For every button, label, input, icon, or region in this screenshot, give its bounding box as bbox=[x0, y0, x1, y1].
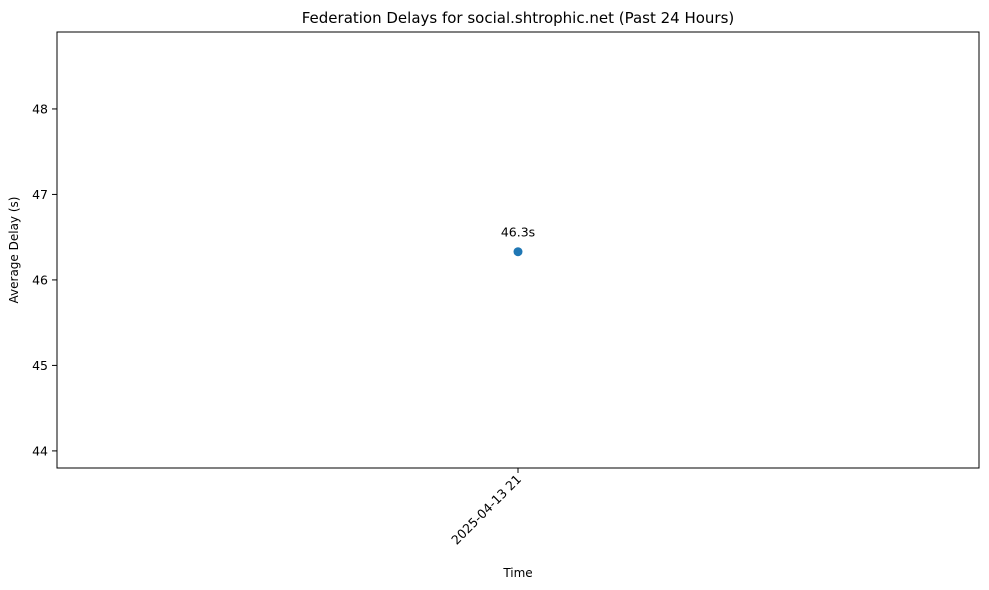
data-points: 46.3s bbox=[501, 225, 535, 257]
y-tick-label: 48 bbox=[32, 101, 48, 116]
x-axis: 2025-04-13 21 bbox=[448, 468, 524, 548]
y-tick-label: 45 bbox=[32, 358, 48, 373]
data-label: 46.3s bbox=[501, 225, 535, 240]
x-tick-label: 2025-04-13 21 bbox=[448, 472, 524, 548]
y-axis-label: Average Delay (s) bbox=[7, 197, 21, 304]
y-tick-label: 44 bbox=[32, 443, 48, 458]
chart-title: Federation Delays for social.shtrophic.n… bbox=[302, 9, 735, 27]
x-axis-label: Time bbox=[502, 566, 532, 580]
y-tick-label: 46 bbox=[32, 272, 48, 287]
y-axis: 44 45 46 47 48 bbox=[32, 101, 57, 458]
y-tick-label: 47 bbox=[32, 187, 48, 202]
data-point bbox=[513, 247, 523, 257]
